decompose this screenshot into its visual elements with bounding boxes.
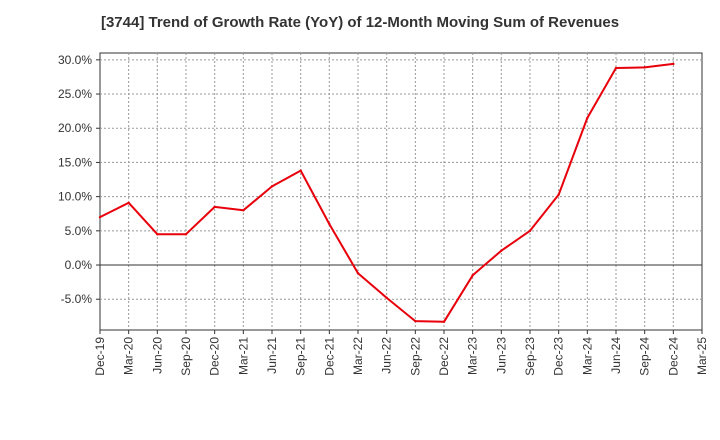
data-point (328, 222, 331, 226)
data-point (528, 229, 532, 233)
x-tick-label: Mar-21 (236, 337, 250, 375)
data-point (385, 296, 388, 300)
x-tick-label: Mar-22 (351, 337, 365, 375)
data-point (643, 66, 646, 69)
data-point (614, 66, 618, 70)
data-point (270, 185, 274, 188)
x-tick-label: Sep-24 (638, 337, 652, 376)
data-point (500, 249, 503, 252)
x-tick-label: Sep-20 (179, 337, 193, 376)
y-tick-label: 10.0% (58, 190, 92, 204)
x-tick-label: Mar-23 (466, 337, 480, 375)
data-point (127, 201, 130, 204)
x-tick-label: Dec-24 (666, 337, 680, 376)
data-point (557, 193, 560, 196)
chart-title: [3744] Trend of Growth Rate (YoY) of 12-… (100, 14, 620, 31)
y-tick-label: 0.0% (65, 258, 93, 272)
data-point (184, 233, 188, 236)
grid-lines (100, 53, 702, 330)
x-tick-label: Dec-23 (552, 337, 566, 376)
y-tick-label: 25.0% (58, 87, 92, 101)
data-point (242, 209, 245, 212)
data-point (98, 215, 102, 219)
data-point (213, 205, 216, 209)
x-tick-label: Jun-23 (494, 337, 508, 374)
x-tick-label: Jun-21 (265, 337, 279, 374)
x-tick-label: Jun-20 (150, 337, 164, 374)
x-tick-label: Jun-24 (609, 337, 623, 374)
data-point (471, 274, 474, 277)
y-tick-label: 5.0% (65, 224, 93, 238)
x-axis-ticks: Dec-19 Mar-20 Jun-20 Sep-20 Dec-20 Mar-21 Jun-… (93, 330, 709, 376)
x-tick-label: Mar-25 (695, 337, 709, 375)
y-tick-label: 20.0% (58, 121, 92, 135)
series-group (98, 62, 675, 323)
x-tick-label: Sep-21 (294, 337, 308, 376)
data-point (672, 62, 675, 66)
data-point (586, 116, 589, 120)
x-tick-label: Dec-21 (322, 337, 336, 376)
x-tick-label: Mar-24 (580, 337, 594, 375)
y-tick-label: 30.0% (58, 53, 92, 67)
y-tick-label: -5.0% (61, 292, 93, 306)
y-tick-label: 15.0% (58, 155, 92, 169)
x-tick-label: Dec-22 (437, 337, 451, 376)
y-axis-ticks: 30.0% 25.0% 20.0% 15.0% 10.0% 5.0% 0.0% -5.0% (58, 53, 100, 306)
data-point (414, 319, 417, 323)
x-tick-label: Jun-22 (380, 337, 394, 374)
x-tick-label: Sep-23 (523, 337, 537, 376)
x-tick-label: Dec-19 (93, 337, 107, 376)
plot-area (99, 52, 703, 331)
data-point (356, 272, 360, 275)
x-tick-label: Mar-20 (122, 337, 136, 375)
x-tick-label: Sep-22 (408, 337, 422, 376)
data-point (442, 320, 446, 323)
x-tick-label: Dec-20 (208, 337, 222, 376)
data-point (299, 169, 302, 172)
data-point (156, 233, 159, 236)
